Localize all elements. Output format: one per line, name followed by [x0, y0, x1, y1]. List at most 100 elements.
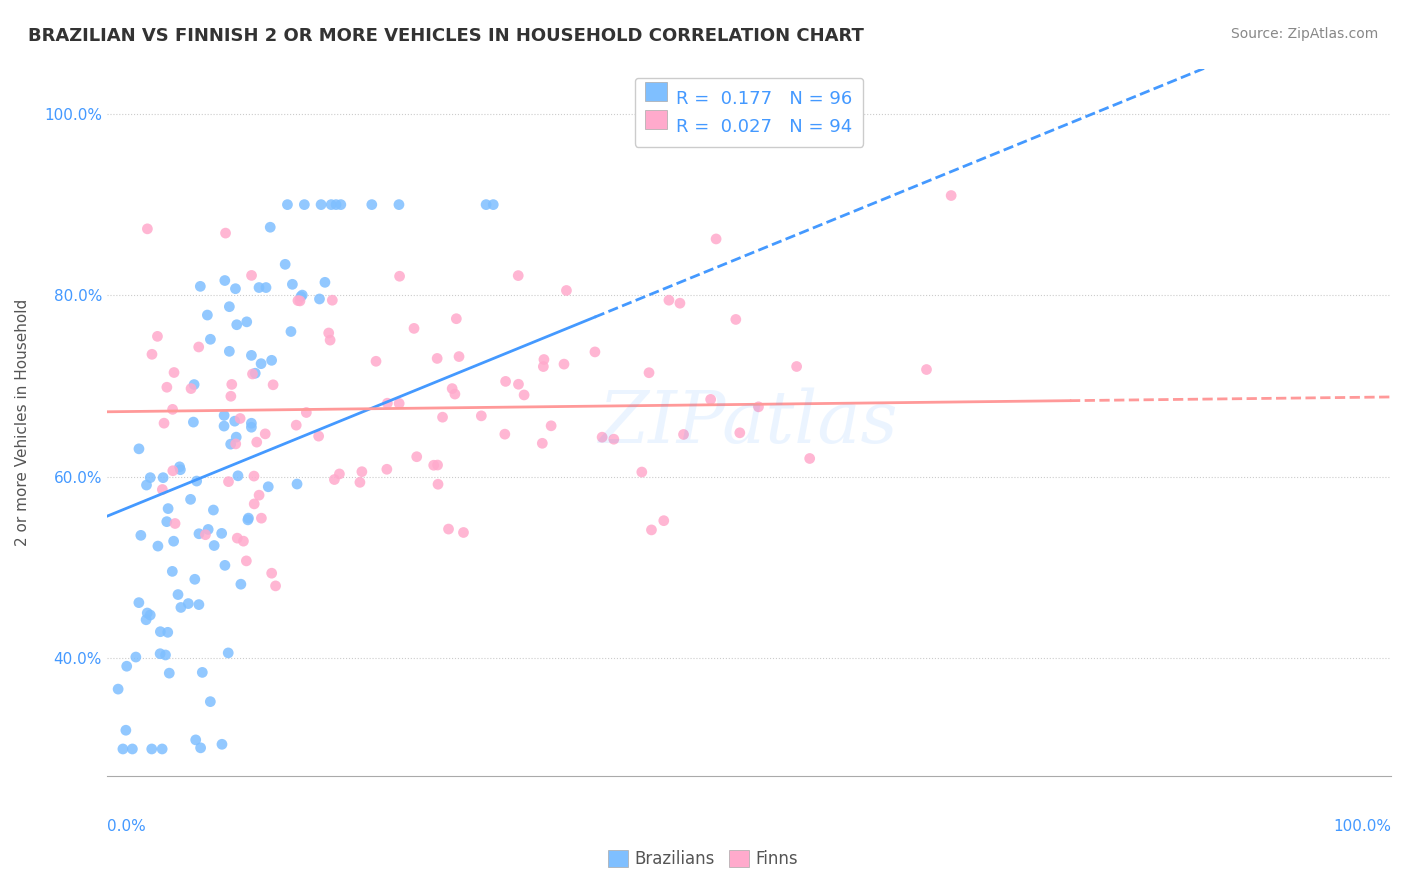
Point — [240, 420, 263, 434]
Point — [150, 742, 173, 756]
Point — [321, 293, 343, 308]
Point — [240, 268, 263, 283]
Point — [640, 523, 662, 537]
Point — [212, 409, 235, 423]
Point — [202, 539, 225, 553]
Point — [254, 280, 277, 294]
Point — [156, 515, 179, 529]
Point — [422, 458, 444, 473]
Point — [225, 318, 247, 332]
Point — [533, 352, 555, 367]
Point — [195, 308, 218, 322]
Point — [180, 382, 202, 396]
Point — [475, 197, 498, 211]
Point — [280, 325, 302, 339]
Text: 100.0%: 100.0% — [1333, 819, 1391, 834]
Point — [246, 435, 269, 450]
Point — [153, 416, 176, 430]
Point — [236, 513, 259, 527]
Point — [250, 511, 273, 525]
Point — [157, 501, 180, 516]
Point — [150, 483, 173, 497]
Point — [941, 188, 963, 202]
Point — [799, 451, 821, 466]
Point — [226, 468, 249, 483]
Point — [187, 598, 209, 612]
Point — [224, 414, 246, 428]
Point — [453, 525, 475, 540]
Point — [229, 577, 252, 591]
Point — [226, 531, 249, 545]
Point — [146, 539, 169, 553]
Point — [377, 396, 399, 410]
Point — [699, 392, 721, 407]
Point — [165, 516, 187, 531]
Point — [470, 409, 492, 423]
Point — [202, 503, 225, 517]
Point — [229, 411, 252, 425]
Point — [191, 665, 214, 680]
Point — [235, 315, 257, 329]
Point — [325, 197, 347, 211]
Point — [197, 523, 219, 537]
Point — [388, 269, 411, 284]
Point — [603, 432, 626, 446]
Point — [427, 477, 450, 491]
Point — [139, 608, 162, 623]
Point — [162, 534, 184, 549]
Point — [121, 742, 143, 756]
Point — [259, 220, 281, 235]
Point — [350, 465, 373, 479]
Point — [152, 471, 174, 485]
Point — [531, 359, 554, 374]
Point — [446, 311, 468, 326]
Point — [364, 354, 387, 368]
Point — [402, 321, 425, 335]
Point — [242, 367, 264, 381]
Point — [184, 732, 207, 747]
Point — [915, 362, 938, 376]
Point — [219, 389, 242, 403]
Point — [432, 410, 454, 425]
Point — [218, 344, 240, 359]
Point — [200, 332, 222, 346]
Point — [441, 382, 464, 396]
Point — [591, 430, 613, 444]
Text: BRAZILIAN VS FINNISH 2 OR MORE VEHICLES IN HOUSEHOLD CORRELATION CHART: BRAZILIAN VS FINNISH 2 OR MORE VEHICLES … — [28, 27, 865, 45]
Text: Source: ZipAtlas.com: Source: ZipAtlas.com — [1230, 27, 1378, 41]
Point — [170, 600, 193, 615]
Point — [250, 357, 273, 371]
Point — [139, 470, 162, 484]
Point — [349, 475, 371, 490]
Point — [107, 682, 129, 697]
Point — [264, 579, 287, 593]
Point — [214, 273, 236, 287]
Point — [308, 292, 330, 306]
Point — [141, 347, 163, 361]
Point — [292, 197, 315, 211]
Point — [658, 293, 681, 308]
Point — [276, 197, 298, 211]
Legend: R =  0.177   N = 96, R =  0.027   N = 94: R = 0.177 N = 96, R = 0.027 N = 94 — [634, 78, 863, 147]
Point — [156, 625, 179, 640]
Point — [135, 478, 157, 492]
Point — [243, 497, 266, 511]
Point — [219, 437, 242, 451]
Point — [183, 377, 205, 392]
Point — [724, 312, 747, 326]
Point — [323, 473, 346, 487]
Point — [540, 418, 562, 433]
Point — [630, 465, 652, 479]
Point — [149, 647, 172, 661]
Point — [157, 666, 180, 681]
Point — [786, 359, 808, 374]
Text: 0.0%: 0.0% — [107, 819, 145, 834]
Point — [308, 429, 330, 443]
Point — [190, 740, 212, 755]
Y-axis label: 2 or more Vehicles in Household: 2 or more Vehicles in Household — [15, 299, 30, 546]
Point — [247, 488, 270, 502]
Point — [260, 566, 283, 581]
Point — [638, 366, 661, 380]
Point — [141, 742, 163, 756]
Point — [319, 333, 342, 347]
